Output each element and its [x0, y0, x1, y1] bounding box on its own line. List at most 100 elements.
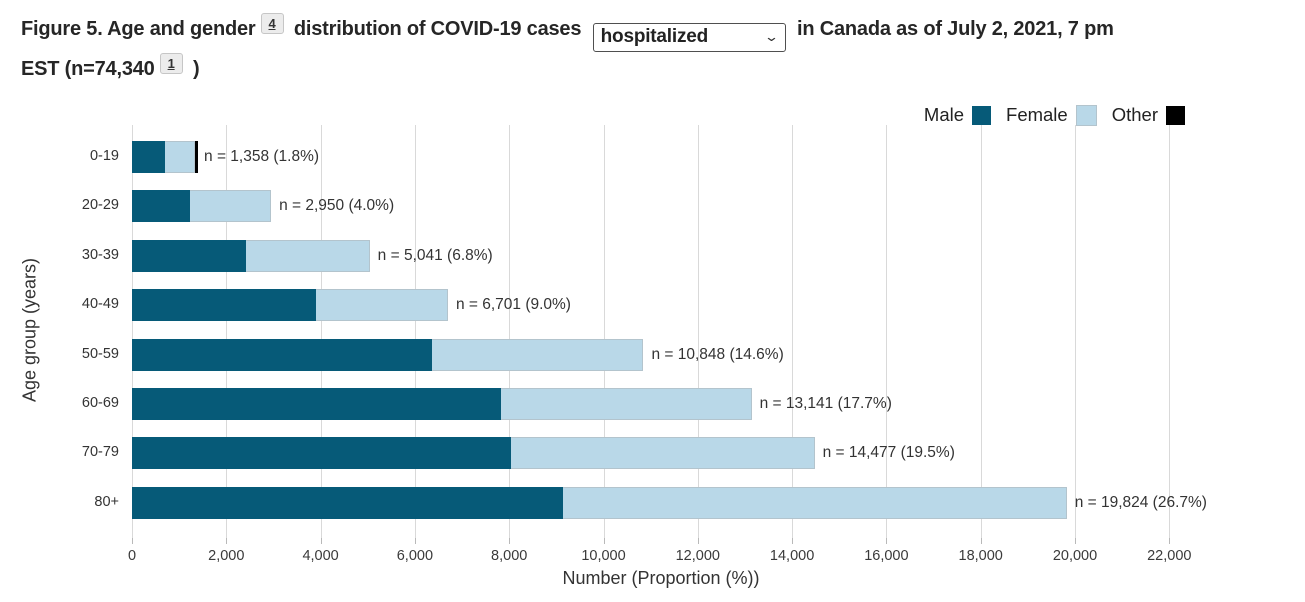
x-axis-tick — [980, 538, 982, 544]
figure-title: Figure 5. Age and gender 4 distribution o… — [21, 12, 1287, 86]
bar-segment-female — [501, 388, 752, 420]
legend-swatch-female — [1075, 104, 1097, 126]
gridline — [1075, 125, 1076, 538]
x-tick-label: 16,000 — [864, 548, 909, 564]
bar-row — [132, 289, 448, 322]
x-axis-tick — [697, 538, 699, 544]
case-status-dropdown-value: hospitalized — [600, 26, 709, 47]
gridline — [414, 125, 416, 538]
bar-segment-male — [132, 388, 502, 420]
bar-value-label: n = 1,358 (1.8%) — [204, 148, 320, 165]
bar-segment-female — [189, 190, 272, 223]
x-tick-label: 20,000 — [1052, 548, 1098, 564]
x-tick-label: 10,000 — [581, 548, 626, 564]
bar-value-label: n = 5,041 (6.8%) — [377, 246, 493, 264]
y-category-label: 30-39 — [81, 246, 119, 263]
x-axis-tick — [886, 538, 888, 544]
x-tick-label: 4,000 — [302, 548, 339, 564]
bar-row — [132, 141, 198, 173]
x-axis-tick — [1169, 538, 1171, 544]
bar-value-label: n = 14,477 (19.5%) — [822, 444, 955, 462]
x-tick-label: 0 — [127, 548, 137, 564]
bar-segment-female — [510, 437, 815, 470]
x-axis-tick — [414, 538, 416, 544]
bar-segment-male — [132, 141, 165, 173]
legend-label-male: Male — [923, 104, 965, 125]
bar-segment-male — [132, 289, 316, 322]
bar-row — [132, 388, 752, 420]
footnote-link-4[interactable]: 4 — [260, 13, 284, 34]
legend-item-male[interactable]: Male — [923, 104, 992, 126]
legend-item-female[interactable]: Female — [1006, 104, 1097, 126]
bar-segment-female — [562, 486, 1067, 519]
bar-value-label: n = 13,141 (17.7%) — [759, 395, 892, 412]
x-axis-tick — [792, 538, 794, 544]
y-axis-title: Age group (years) — [19, 257, 40, 403]
case-status-dropdown[interactable]: hospitalized ⌄ — [592, 22, 786, 52]
y-category-label: 80+ — [94, 493, 119, 510]
gridline — [603, 125, 605, 538]
figure-title-prefix: Figure 5. Age and gender — [21, 18, 256, 40]
y-category-label: 40-49 — [81, 296, 119, 313]
x-axis-tick — [320, 538, 322, 544]
bar-segment-female — [246, 239, 370, 272]
bar-segment-male — [132, 190, 190, 223]
bar-row — [132, 338, 644, 371]
x-axis-tick — [226, 538, 228, 544]
legend-item-other[interactable]: Other — [1112, 104, 1185, 126]
bar-segment-male — [132, 338, 432, 371]
bar-segment-male — [132, 239, 247, 272]
y-category-label: 0-19 — [89, 148, 119, 164]
x-tick-label: 14,000 — [769, 548, 815, 564]
chevron-down-icon: ⌄ — [763, 29, 779, 44]
figure-title-closing: ) — [192, 57, 200, 80]
chart-legend: Male Female Other — [924, 104, 1185, 126]
legend-label-female: Female — [1006, 104, 1068, 125]
bar-row — [132, 486, 1067, 519]
x-axis-title: Number (Proportion (%)) — [562, 568, 760, 588]
gridline — [320, 125, 322, 538]
x-tick-label: 2,000 — [208, 548, 245, 564]
gridline — [509, 125, 511, 538]
bar-segment-female — [315, 289, 448, 322]
y-category-label: 20-29 — [81, 197, 119, 214]
bar-value-label: n = 6,701 (9.0%) — [455, 296, 571, 314]
y-category-label: 50-59 — [81, 345, 119, 362]
plot-area: 0 2,000 4,000 6,000 8,000 10,000 12,000 14,000 1… — [128, 125, 1207, 564]
bar-value-label: n = 2,950 (4.0%) — [279, 197, 395, 215]
gridline — [132, 125, 133, 538]
x-tick-label: 8,000 — [491, 548, 528, 564]
gridline — [226, 125, 228, 538]
y-category-label: 70-79 — [81, 444, 119, 461]
bar-value-label: n = 19,824 (26.7%) — [1074, 493, 1207, 511]
x-axis-tick — [509, 538, 511, 544]
bar-row — [132, 239, 370, 272]
x-tick-label: 22,000 — [1147, 548, 1192, 564]
figure-title-middle: distribution of COVID-19 cases — [293, 18, 582, 40]
gridline — [886, 125, 888, 538]
bar-segment-other — [195, 141, 198, 173]
gridline — [980, 125, 982, 538]
bar-segment-male — [132, 437, 511, 470]
figure-title-suffix2: EST (n=74,340 — [21, 57, 155, 80]
x-tick-label: 18,000 — [958, 548, 1003, 564]
legend-label-other: Other — [1111, 104, 1158, 125]
bar-segment-male — [132, 486, 563, 519]
bar-value-label: n = 10,848 (14.6%) — [651, 345, 784, 363]
x-tick-label: 12,000 — [675, 548, 720, 564]
x-tick-label: 6,000 — [396, 548, 434, 564]
bar-segment-female — [431, 338, 644, 371]
gridline — [697, 125, 699, 538]
x-axis-tick — [1075, 538, 1076, 544]
bar-row — [132, 190, 272, 223]
bar-segment-female — [165, 141, 196, 173]
x-axis-tick — [603, 538, 605, 544]
x-axis-tick — [132, 538, 133, 544]
legend-swatch-male — [972, 105, 992, 125]
legend-swatch-other — [1166, 105, 1185, 125]
y-category-label: 60-69 — [81, 395, 119, 411]
footnote-link-1[interactable]: 1 — [159, 52, 183, 74]
gridline — [792, 125, 794, 538]
figure-title-suffix1: in Canada as of July 2, 2021, 7 pm — [797, 18, 1114, 40]
